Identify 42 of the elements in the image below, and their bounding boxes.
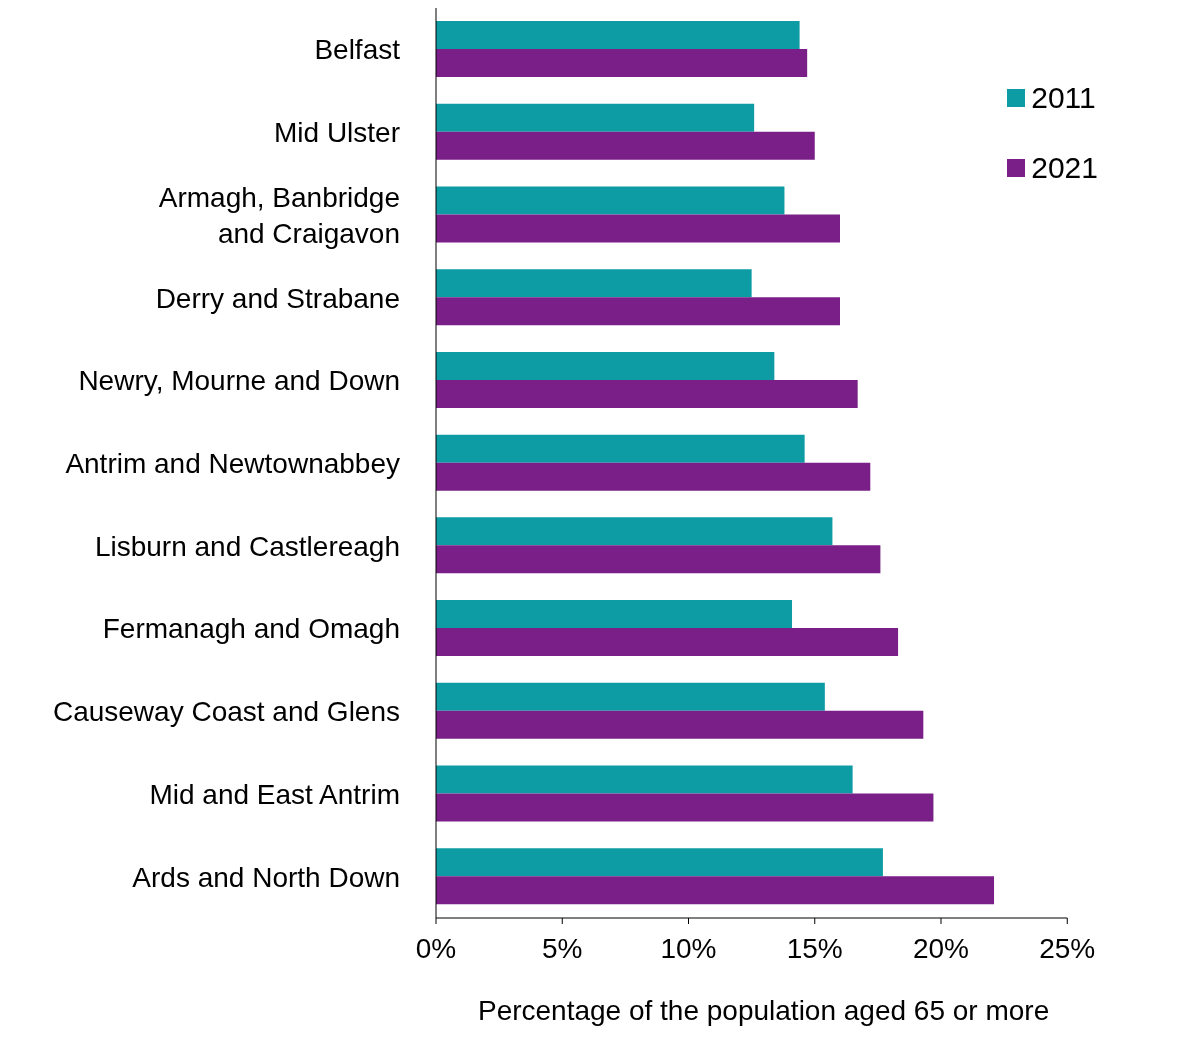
bar (436, 297, 840, 326)
bar (436, 545, 881, 574)
y-tick-label: Lisburn and Castlereagh (94, 530, 400, 562)
y-tick-label: Ards and North Down (132, 861, 400, 893)
bar (436, 600, 793, 629)
y-tick-label: Causeway Coast and Glens (52, 695, 400, 727)
x-tick-label: 10% (660, 932, 717, 964)
bar (436, 793, 934, 822)
bar (436, 682, 825, 711)
bar (436, 876, 995, 905)
bar (436, 103, 755, 132)
bar (436, 517, 833, 546)
bar (436, 49, 808, 77)
bar (436, 710, 924, 739)
y-tick-label: Newry, Mourne and Down (78, 364, 400, 396)
y-tick-label: Armagh, Banbridge and Craigavon (158, 181, 400, 249)
x-tick-label: 25% (1039, 932, 1096, 964)
legend-label: 2021 (1031, 151, 1098, 185)
x-tick-label: 0% (415, 932, 457, 964)
y-tick-label: Mid and East Antrim (149, 778, 400, 810)
bar (436, 131, 815, 160)
y-tick-label: Belfast (314, 33, 401, 65)
bar (436, 848, 883, 877)
bar (436, 21, 800, 49)
bar (436, 214, 840, 243)
bar (436, 434, 805, 463)
x-tick-label: 5% (542, 932, 583, 964)
legend-label: 2011 (1031, 81, 1096, 115)
bar (436, 628, 899, 657)
bar (436, 351, 775, 380)
bar (436, 462, 871, 491)
y-tick-label: Fermanagh and Omagh (102, 612, 400, 644)
bar (436, 379, 858, 408)
bar (436, 269, 752, 298)
x-tick-label: 20% (912, 932, 970, 964)
bar (436, 765, 853, 794)
bar (436, 186, 785, 215)
y-tick-label: Antrim and Newtownabbey (65, 447, 400, 479)
x-tick-label: 15% (786, 932, 843, 964)
y-tick-label: Derry and Strabane (155, 282, 400, 314)
x-axis-title: Percentage of the population aged 65 or more (477, 995, 1050, 1026)
y-tick-label: Mid Ulster (273, 116, 400, 148)
